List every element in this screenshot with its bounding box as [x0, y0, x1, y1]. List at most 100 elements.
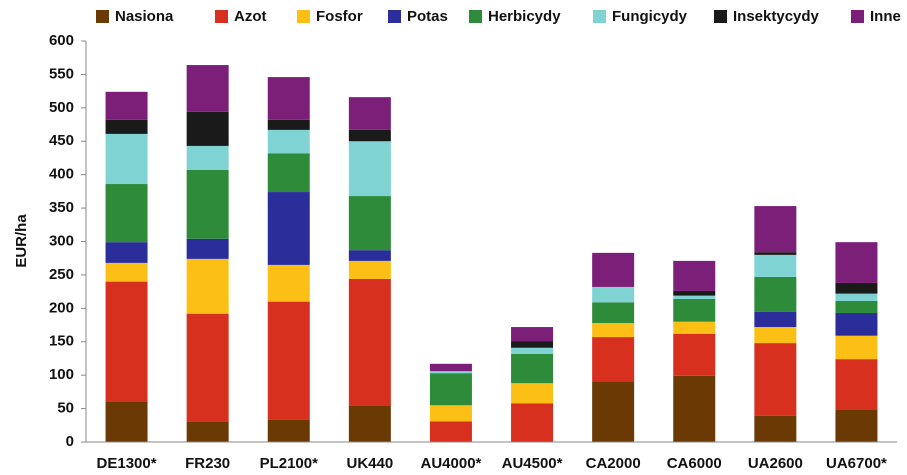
bar-segment	[105, 184, 148, 243]
bar-segment	[754, 311, 797, 328]
bar-segment	[673, 321, 716, 334]
bar-segment	[105, 262, 148, 282]
bar-segment	[835, 335, 878, 360]
bar-segment	[429, 373, 472, 406]
bar-segment	[429, 405, 472, 422]
bar-segment	[186, 145, 229, 170]
bar-segment	[511, 403, 554, 442]
bar-segment	[835, 300, 878, 314]
x-tick-label: CA6000	[667, 455, 722, 472]
bar-segment	[105, 91, 148, 120]
bar-segment	[511, 327, 554, 342]
bar-segment	[754, 252, 797, 255]
bar-segment	[348, 196, 391, 251]
bar-segment	[754, 254, 797, 277]
y-tick-label: 500	[49, 99, 74, 116]
y-tick-label: 300	[49, 232, 74, 249]
legend-label: Potas	[407, 8, 448, 25]
bar-segment	[592, 381, 635, 442]
bar-segment	[592, 302, 635, 324]
bar-segment	[267, 419, 310, 442]
bar-segment	[348, 250, 391, 261]
x-tick-label: CA2000	[586, 455, 641, 472]
legend-swatch	[851, 10, 864, 23]
legend-label: Inne	[870, 8, 901, 25]
bar-segment	[186, 169, 229, 239]
bar-segment	[835, 282, 878, 294]
bar-segment	[267, 129, 310, 154]
bar-segment	[267, 301, 310, 420]
bar-segment	[105, 281, 148, 402]
legend-label: Herbicydy	[488, 8, 561, 25]
legend-label: Azot	[234, 8, 267, 25]
y-tick-label: 350	[49, 199, 74, 216]
bar-segment	[348, 129, 391, 142]
y-tick-label: 150	[49, 333, 74, 350]
bar-segment	[592, 286, 635, 303]
bar-segment	[267, 264, 310, 302]
bar-segment	[348, 278, 391, 406]
bar-segment	[673, 298, 716, 322]
bar-segment	[835, 313, 878, 336]
bar-segment	[186, 421, 229, 442]
bar-segment	[835, 293, 878, 301]
bar-segment	[186, 65, 229, 112]
bar-segment	[511, 341, 554, 348]
bar-segment	[673, 290, 716, 296]
legend-swatch	[96, 10, 109, 23]
bar-segment	[348, 260, 391, 279]
bar-segment	[673, 260, 716, 291]
y-tick-label: 400	[49, 166, 74, 183]
legend-swatch	[714, 10, 727, 23]
y-tick-label: 450	[49, 132, 74, 149]
x-tick-label: UA6700*	[826, 455, 887, 472]
y-tick-label: 0	[66, 433, 74, 450]
y-tick-label: 550	[49, 65, 74, 82]
bar-segment	[429, 421, 472, 442]
bar-segment	[267, 192, 310, 265]
legend-swatch	[593, 10, 606, 23]
bar-segment	[267, 77, 310, 120]
x-tick-label: DE1300*	[97, 455, 157, 472]
legend-label: Insektycydy	[733, 8, 820, 25]
bar-segment	[186, 313, 229, 422]
bar-segment	[186, 258, 229, 314]
bar-segment	[754, 206, 797, 253]
x-tick-label: PL2100*	[260, 455, 319, 472]
x-tick-label: FR230	[185, 455, 230, 472]
bar-segment	[592, 337, 635, 382]
bar-segment	[592, 252, 635, 287]
x-tick-label: AU4500*	[502, 455, 563, 472]
legend-label: Nasiona	[115, 8, 174, 25]
bar-segment	[835, 409, 878, 442]
y-tick-label: 50	[57, 400, 74, 417]
bar-segment	[429, 363, 472, 372]
bar-segment	[673, 375, 716, 442]
bar-segment	[267, 153, 310, 193]
bar-segment	[754, 415, 797, 442]
bar-segment	[105, 119, 148, 134]
legend-swatch	[388, 10, 401, 23]
bar-segment	[511, 383, 554, 404]
x-tick-label: UK440	[346, 455, 393, 472]
legend-swatch	[215, 10, 228, 23]
x-tick-label: UA2600	[748, 455, 803, 472]
legend-swatch	[297, 10, 310, 23]
bar-segment	[754, 276, 797, 312]
bar-segment	[429, 371, 472, 374]
legend-swatch	[469, 10, 482, 23]
bar-segment	[348, 97, 391, 130]
bar-segment	[105, 133, 148, 185]
bar-segment	[105, 242, 148, 263]
bar-segment	[267, 119, 310, 130]
y-tick-label: 250	[49, 266, 74, 283]
bar-segment	[511, 347, 554, 354]
bar-segment	[673, 295, 716, 299]
bar-segment	[511, 353, 554, 384]
bar-segment	[592, 323, 635, 338]
legend-label: Fosfor	[316, 8, 363, 25]
y-tick-label: 100	[49, 366, 74, 383]
bar-segment	[673, 333, 716, 376]
bar-segment	[186, 238, 229, 259]
